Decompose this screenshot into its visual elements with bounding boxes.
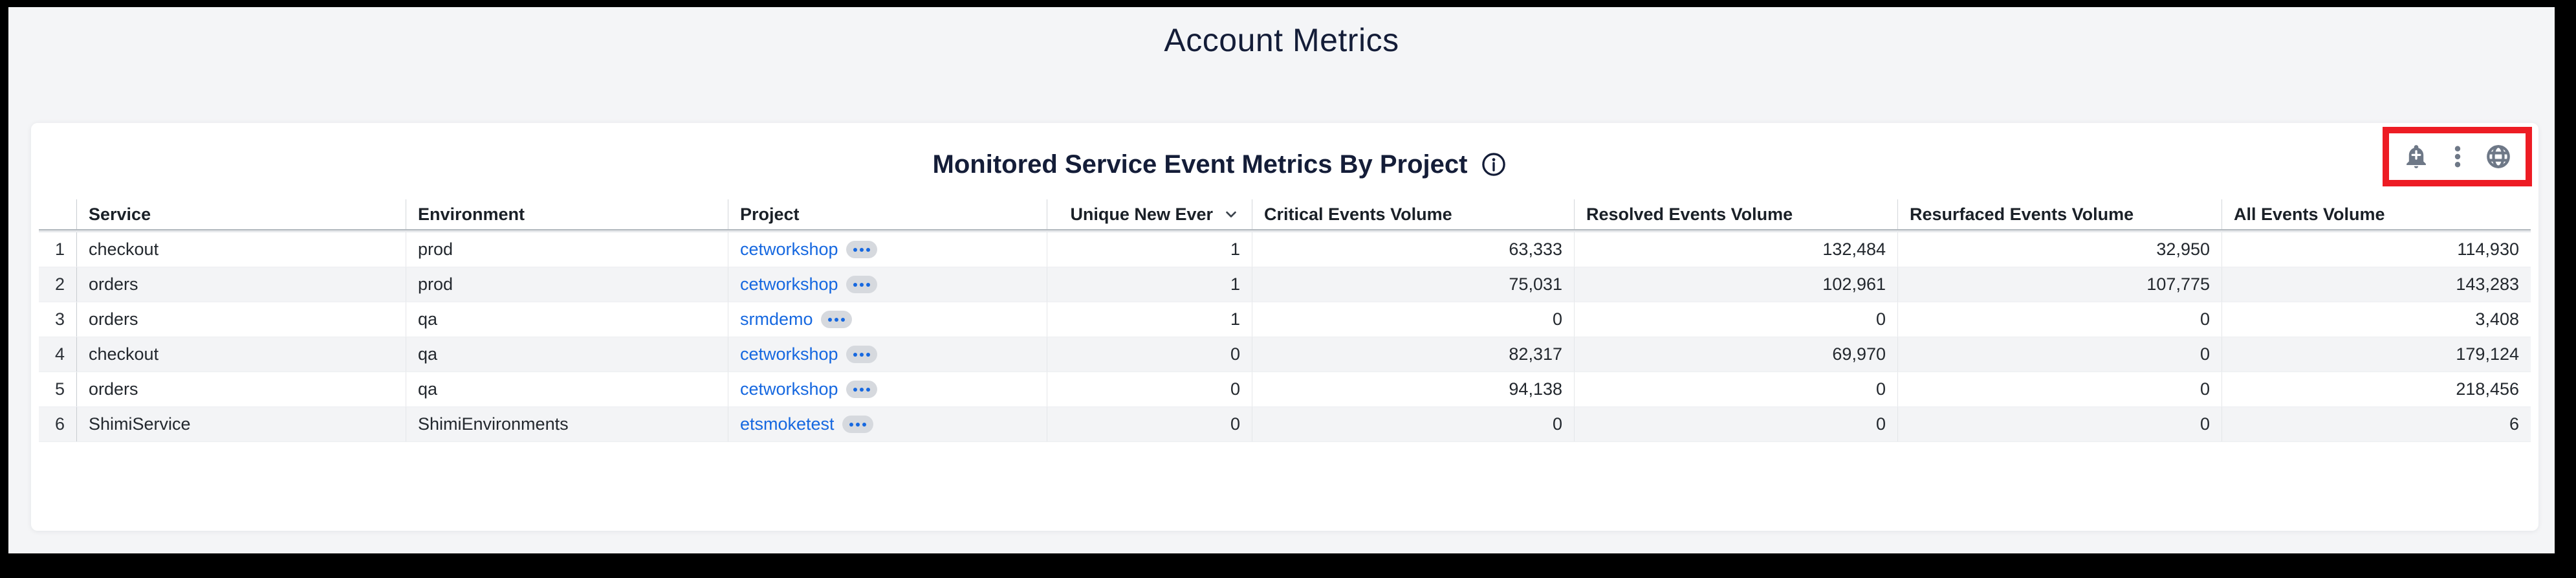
project-link[interactable]: cetworkshop: [740, 274, 838, 294]
bell-plus-icon[interactable]: [2403, 143, 2430, 170]
header-resurfaced-events[interactable]: Resurfaced Events Volume: [1897, 199, 2221, 229]
table-row: 6 ShimiService ShimiEnvironments etsmoke…: [39, 407, 2531, 442]
cell-resolved: 0: [1574, 372, 1897, 406]
cell-all-events: 6: [2221, 407, 2531, 441]
row-number: 5: [54, 379, 65, 399]
chevron-down-icon[interactable]: [1222, 205, 1240, 223]
table-body: 1 checkout prod cetworkshop 1 63,333 132…: [39, 230, 2531, 442]
table-row: 5 orders qa cetworkshop 0 94,138 0 0 218…: [39, 372, 2531, 407]
project-link[interactable]: srmdemo: [740, 309, 813, 329]
cell-environment: qa: [406, 372, 728, 406]
cell-project: cetworkshop: [728, 267, 1047, 302]
table-row: 2 orders prod cetworkshop 1 75,031 102,9…: [39, 267, 2531, 302]
cell-critical: 0: [1252, 407, 1574, 441]
panel-header: Monitored Service Event Metrics By Proje…: [0, 148, 2474, 181]
cell-project: cetworkshop: [728, 337, 1047, 372]
header-environment[interactable]: Environment: [406, 199, 728, 229]
ellipsis-pill-icon[interactable]: [842, 416, 873, 433]
kebab-menu-icon[interactable]: [2444, 143, 2471, 170]
row-number: 6: [54, 414, 65, 434]
cell-critical: 0: [1252, 302, 1574, 337]
panel-card: Monitored Service Event Metrics By Proje…: [31, 123, 2538, 531]
ellipsis-pill-icon[interactable]: [846, 241, 877, 258]
ellipsis-pill-icon[interactable]: [846, 276, 877, 293]
cell-environment: prod: [406, 267, 728, 302]
cell-unique-new: 1: [1047, 302, 1252, 337]
project-link[interactable]: cetworkshop: [740, 379, 838, 399]
header-all-events[interactable]: All Events Volume: [2221, 199, 2531, 229]
page-title: Account Metrics: [1164, 22, 1399, 58]
cell-unique-new: 0: [1047, 407, 1252, 441]
cell-all-events: 218,456: [2221, 372, 2531, 406]
cell-environment: prod: [406, 232, 728, 267]
table-row: 1 checkout prod cetworkshop 1 63,333 132…: [39, 232, 2531, 267]
header-unique-label: Unique New Ever: [1070, 204, 1213, 224]
cell-resurfaced: 0: [1897, 337, 2221, 372]
panel-title: Monitored Service Event Metrics By Proje…: [932, 150, 1468, 179]
header-resolved-events[interactable]: Resolved Events Volume: [1574, 199, 1897, 229]
cell-resolved: 69,970: [1574, 337, 1897, 372]
cell-critical: 94,138: [1252, 372, 1574, 406]
cell-all-events: 179,124: [2221, 337, 2531, 372]
cell-critical: 82,317: [1252, 337, 1574, 372]
ellipsis-pill-icon[interactable]: [846, 381, 877, 398]
project-link[interactable]: cetworkshop: [740, 344, 838, 364]
cell-resolved: 102,961: [1574, 267, 1897, 302]
cell-resurfaced: 107,775: [1897, 267, 2221, 302]
cell-unique-new: 0: [1047, 372, 1252, 406]
cell-all-events: 114,930: [2221, 232, 2531, 267]
cell-resolved: 0: [1574, 302, 1897, 337]
project-link[interactable]: cetworkshop: [740, 239, 838, 259]
cell-unique-new: 0: [1047, 337, 1252, 372]
cell-service: checkout: [76, 337, 406, 372]
ellipsis-pill-icon[interactable]: [820, 311, 852, 328]
header-service[interactable]: Service: [76, 199, 406, 229]
header-unique-new-events[interactable]: Unique New Ever: [1047, 199, 1252, 229]
header-critical-events[interactable]: Critical Events Volume: [1252, 199, 1574, 229]
cell-critical: 75,031: [1252, 267, 1574, 302]
cell-critical: 63,333: [1252, 232, 1574, 267]
row-number: 2: [54, 274, 65, 294]
cell-project: cetworkshop: [728, 232, 1047, 267]
row-number: 4: [54, 344, 65, 364]
cell-environment: qa: [406, 302, 728, 337]
cell-environment: ShimiEnvironments: [406, 407, 728, 441]
info-icon[interactable]: [1480, 151, 1507, 178]
cell-service: orders: [76, 372, 406, 406]
header-row-number: [39, 199, 76, 229]
cell-unique-new: 1: [1047, 232, 1252, 267]
row-number: 3: [54, 309, 65, 329]
cell-environment: qa: [406, 337, 728, 372]
cell-project: cetworkshop: [728, 372, 1047, 406]
header-project[interactable]: Project: [728, 199, 1047, 229]
cell-service: orders: [76, 302, 406, 337]
metrics-table: Service Environment Project Unique New E…: [39, 199, 2531, 442]
cell-resurfaced: 0: [1897, 372, 2221, 406]
table-header-row: Service Environment Project Unique New E…: [39, 199, 2531, 230]
cell-service: orders: [76, 267, 406, 302]
cell-all-events: 3,408: [2221, 302, 2531, 337]
cell-service: checkout: [76, 232, 406, 267]
cell-resurfaced: 32,950: [1897, 232, 2221, 267]
globe-icon[interactable]: [2485, 143, 2512, 170]
cell-unique-new: 1: [1047, 267, 1252, 302]
cell-resolved: 0: [1574, 407, 1897, 441]
cell-service: ShimiService: [76, 407, 406, 441]
annotation-highlight-box: [2383, 127, 2532, 186]
cell-resurfaced: 0: [1897, 302, 2221, 337]
cell-resolved: 132,484: [1574, 232, 1897, 267]
ellipsis-pill-icon[interactable]: [846, 346, 877, 363]
cell-project: etsmoketest: [728, 407, 1047, 441]
cell-resurfaced: 0: [1897, 407, 2221, 441]
dashboard-viewport: Account Metrics Monitored Service Event …: [8, 7, 2555, 553]
row-number: 1: [54, 239, 65, 259]
project-link[interactable]: etsmoketest: [740, 414, 835, 434]
table-row: 3 orders qa srmdemo 1 0 0 0 3,408: [39, 302, 2531, 337]
cell-all-events: 143,283: [2221, 267, 2531, 302]
table-row: 4 checkout qa cetworkshop 0 82,317 69,97…: [39, 337, 2531, 372]
cell-project: srmdemo: [728, 302, 1047, 337]
